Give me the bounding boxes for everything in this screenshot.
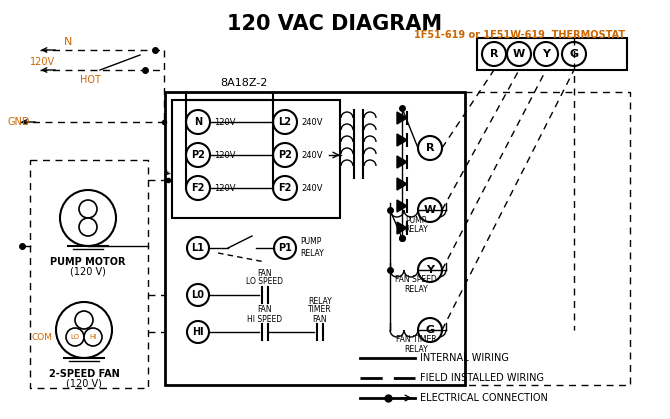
Text: RELAY: RELAY — [404, 225, 428, 233]
Text: RELAY: RELAY — [300, 248, 324, 258]
Circle shape — [418, 136, 442, 160]
Text: 120 VAC DIAGRAM: 120 VAC DIAGRAM — [227, 14, 443, 34]
Text: 120V: 120V — [214, 184, 235, 192]
Text: INTERNAL WIRING: INTERNAL WIRING — [420, 353, 509, 363]
Circle shape — [187, 321, 209, 343]
Text: FAN: FAN — [313, 315, 328, 323]
Text: 1F51-619 or 1F51W-619  THERMOSTAT: 1F51-619 or 1F51W-619 THERMOSTAT — [415, 30, 626, 40]
Text: G: G — [425, 325, 435, 335]
Text: FAN TIMER: FAN TIMER — [396, 336, 436, 344]
Circle shape — [562, 42, 586, 66]
Circle shape — [273, 143, 297, 167]
Text: L2: L2 — [279, 117, 291, 127]
Circle shape — [534, 42, 558, 66]
Text: W: W — [513, 49, 525, 59]
Text: 8A18Z-2: 8A18Z-2 — [220, 78, 267, 88]
Text: RELAY: RELAY — [308, 297, 332, 305]
Text: FIELD INSTALLED WIRING: FIELD INSTALLED WIRING — [420, 373, 544, 383]
Text: N: N — [194, 117, 202, 127]
Text: COM: COM — [31, 334, 52, 342]
Text: PUMP: PUMP — [405, 215, 427, 225]
Text: LO SPEED: LO SPEED — [247, 277, 283, 287]
Text: G: G — [570, 49, 579, 59]
Circle shape — [187, 237, 209, 259]
Polygon shape — [397, 200, 407, 212]
Text: LO: LO — [70, 334, 80, 340]
Circle shape — [79, 200, 97, 218]
Text: HI: HI — [89, 334, 96, 340]
Bar — [165, 92, 465, 385]
Text: 2-SPEED FAN: 2-SPEED FAN — [49, 369, 119, 379]
Circle shape — [84, 328, 102, 346]
Text: FAN: FAN — [258, 269, 272, 277]
Circle shape — [273, 176, 297, 200]
Polygon shape — [397, 112, 407, 124]
Circle shape — [418, 198, 442, 222]
Circle shape — [418, 258, 442, 282]
Circle shape — [507, 42, 531, 66]
Circle shape — [273, 110, 297, 134]
Circle shape — [187, 284, 209, 306]
Circle shape — [75, 311, 93, 329]
Text: Y: Y — [426, 265, 434, 275]
Text: PUMP: PUMP — [300, 236, 322, 246]
Text: R: R — [490, 49, 498, 59]
Text: 120V: 120V — [30, 57, 55, 67]
Text: RELAY: RELAY — [404, 285, 428, 293]
Text: (120 V): (120 V) — [70, 267, 106, 277]
Text: P2: P2 — [191, 150, 205, 160]
Circle shape — [186, 110, 210, 134]
Bar — [477, 38, 627, 70]
Circle shape — [79, 218, 97, 236]
Text: RELAY: RELAY — [404, 344, 428, 354]
Text: GND: GND — [8, 117, 31, 127]
Text: FAN: FAN — [258, 305, 272, 315]
Text: TIMER: TIMER — [308, 305, 332, 315]
Circle shape — [186, 143, 210, 167]
Text: HOT: HOT — [80, 75, 100, 85]
Text: FAN SPEED: FAN SPEED — [395, 276, 437, 285]
Text: 240V: 240V — [301, 150, 322, 160]
Polygon shape — [397, 222, 407, 234]
Text: PUMP MOTOR: PUMP MOTOR — [50, 257, 126, 267]
Text: Y: Y — [542, 49, 550, 59]
Circle shape — [60, 190, 116, 246]
Bar — [172, 100, 340, 218]
Text: ELECTRICAL CONNECTION: ELECTRICAL CONNECTION — [420, 393, 548, 403]
Text: 120V: 120V — [214, 117, 235, 127]
Circle shape — [274, 237, 296, 259]
Text: F2: F2 — [192, 183, 205, 193]
Polygon shape — [397, 134, 407, 146]
Circle shape — [418, 318, 442, 342]
Text: P2: P2 — [278, 150, 292, 160]
Text: 120V: 120V — [214, 150, 235, 160]
Circle shape — [482, 42, 506, 66]
Polygon shape — [397, 156, 407, 168]
Polygon shape — [397, 178, 407, 190]
Text: W: W — [424, 205, 436, 215]
Text: 240V: 240V — [301, 117, 322, 127]
Text: L0: L0 — [192, 290, 204, 300]
Circle shape — [56, 302, 112, 358]
Text: L1: L1 — [192, 243, 204, 253]
Text: P1: P1 — [278, 243, 292, 253]
Circle shape — [66, 328, 84, 346]
Text: R: R — [425, 143, 434, 153]
Text: HI SPEED: HI SPEED — [247, 315, 283, 323]
Text: 240V: 240V — [301, 184, 322, 192]
Text: N: N — [64, 37, 72, 47]
Circle shape — [186, 176, 210, 200]
Text: (120 V): (120 V) — [66, 379, 102, 389]
Text: F2: F2 — [278, 183, 291, 193]
Text: HI: HI — [192, 327, 204, 337]
